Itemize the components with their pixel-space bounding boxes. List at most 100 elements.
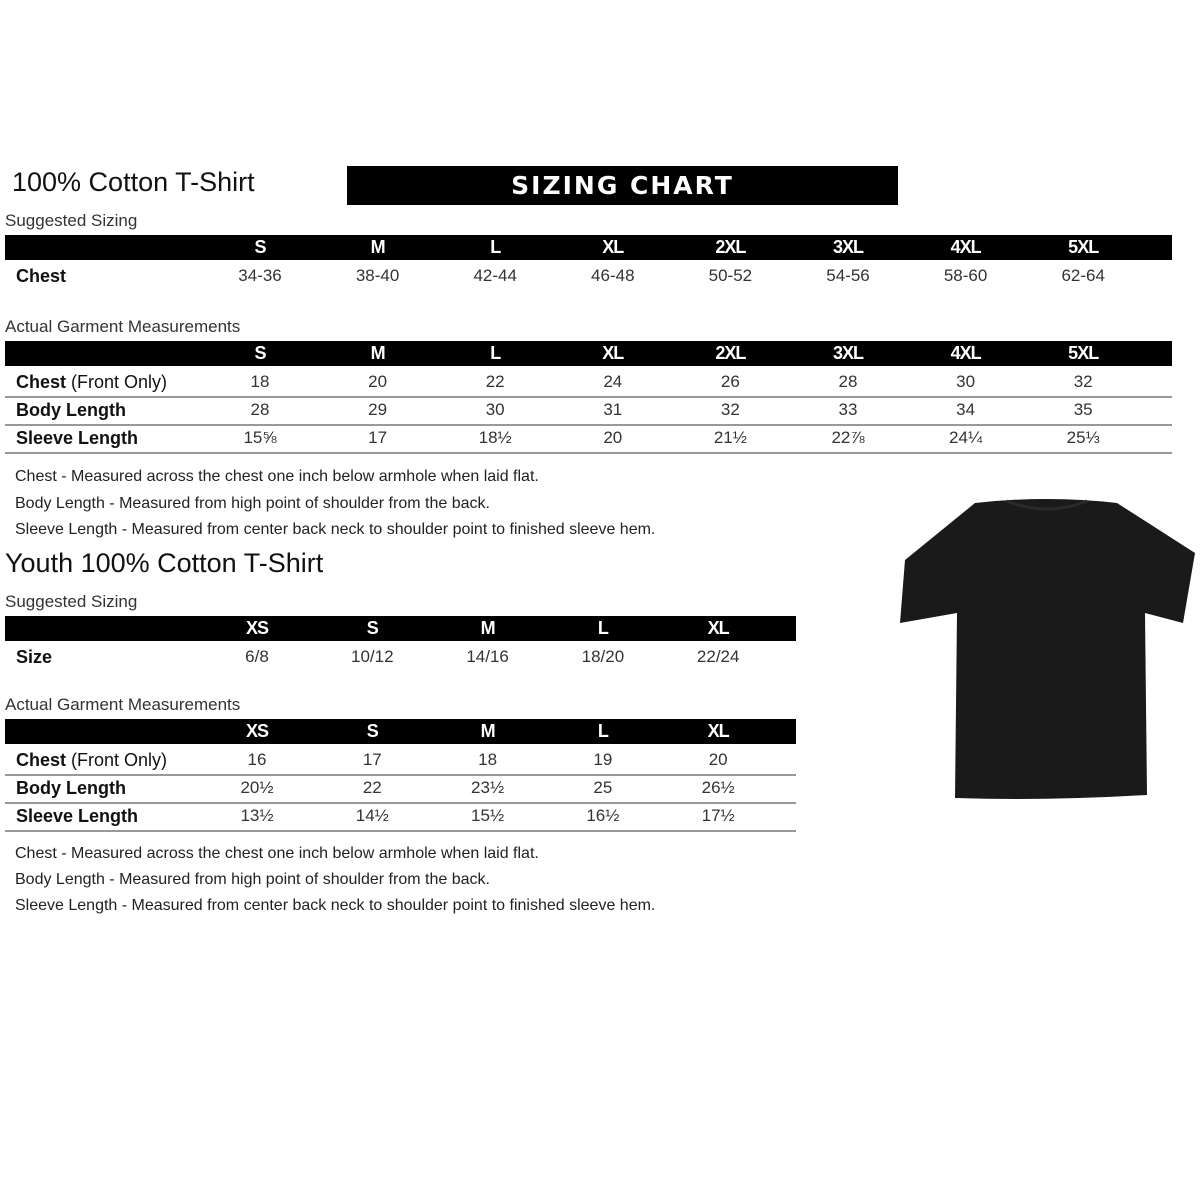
- table-cell: 28: [250, 400, 270, 419]
- table-row: Sleeve Length 13½ 14½ 15½ 16½ 17½: [5, 802, 796, 832]
- table-cell: 18: [478, 750, 498, 769]
- row-label-text: Chest: [16, 750, 67, 770]
- size-header-4xl: 4XL: [950, 237, 982, 257]
- youth-title: Youth 100% Cotton T-Shirt: [5, 548, 324, 578]
- size-header-bar: S M L XL 2XL 3XL 4XL 5XL: [5, 235, 1172, 260]
- table-row: Chest (Front Only) 18 20 22 24 26 28 30 32: [5, 368, 1172, 398]
- youth-note-chest: Chest - Measured across the chest one in…: [15, 845, 539, 862]
- row-label: Sleeve Length: [16, 424, 138, 452]
- table-cell: 24: [603, 372, 623, 391]
- table-row: Size 6/8 10/12 14/16 18/20 22/24: [5, 643, 796, 671]
- table-cell: 33: [838, 400, 858, 419]
- size-header-l: L: [597, 618, 609, 638]
- table-cell: 25⅓: [1066, 428, 1100, 447]
- table-cell: 6/8: [245, 647, 269, 666]
- size-header-bar: XS S M L XL: [5, 616, 796, 641]
- table-cell: 20½: [240, 778, 274, 797]
- table-cell: 17: [368, 428, 388, 447]
- adult-suggested-label: Suggested Sizing: [5, 211, 138, 230]
- size-header-l: L: [597, 721, 609, 741]
- row-label-text: Body Length: [16, 778, 126, 798]
- tshirt-image: [900, 499, 1195, 799]
- row-label: Body Length: [16, 396, 126, 424]
- table-cell: 23½: [471, 778, 505, 797]
- row-label: Body Length: [16, 774, 126, 802]
- table-cell: 14½: [355, 806, 389, 825]
- adult-note-sleeve: Sleeve Length - Measured from center bac…: [15, 521, 656, 538]
- table-cell: 32: [1073, 372, 1093, 391]
- size-header-xl: XL: [602, 343, 624, 363]
- youth-suggested-label: Suggested Sizing: [5, 592, 138, 611]
- table-cell: 42-44: [473, 266, 517, 285]
- row-label: Sleeve Length: [16, 802, 138, 830]
- table-cell: 32: [720, 400, 740, 419]
- size-header-m: M: [370, 343, 386, 363]
- table-cell: 30: [485, 400, 505, 419]
- table-row: Body Length 28 29 30 31 32 33 34 35: [5, 396, 1172, 426]
- size-header-s: S: [254, 237, 266, 257]
- row-label-suffix: (Front Only): [66, 372, 168, 392]
- table-cell: 15½: [471, 806, 505, 825]
- size-header-2xl: 2XL: [715, 237, 746, 257]
- size-header-l: L: [490, 237, 501, 257]
- size-header-5xl: 5XL: [1068, 343, 1099, 363]
- table-cell: 35: [1073, 400, 1093, 419]
- table-cell: 16: [247, 750, 267, 769]
- table-cell: 62-64: [1061, 266, 1105, 285]
- table-cell: 46-48: [591, 266, 635, 285]
- size-header-3xl: 3XL: [832, 343, 864, 363]
- table-cell: 10/12: [351, 647, 394, 666]
- row-label-suffix: (Front Only): [66, 750, 168, 770]
- table-cell: 38-40: [355, 266, 400, 285]
- table-cell: 25: [593, 778, 613, 797]
- table-cell: 18: [250, 372, 270, 391]
- table-cell: 22: [485, 372, 505, 391]
- size-header-m: M: [480, 721, 496, 741]
- table-cell: 29: [368, 400, 388, 419]
- table-cell: 18/20: [581, 647, 625, 666]
- size-header-xl: XL: [707, 618, 730, 638]
- table-row: Sleeve Length 15⅝ 17 18½ 20 21½ 22⅞ 24¼ 25⅓: [5, 424, 1172, 454]
- youth-note-body: Body Length - Measured from high point o…: [15, 871, 490, 888]
- row-label: Chest: [16, 262, 66, 290]
- adult-title: 100% Cotton T-Shirt: [12, 167, 255, 197]
- size-header-s: S: [254, 343, 266, 363]
- row-label-text: Body Length: [16, 400, 126, 420]
- row-label: Chest (Front Only): [16, 746, 167, 774]
- table-cell: 34: [956, 400, 976, 419]
- table-cell: 20: [368, 372, 388, 391]
- sizing-chart-banner: SIZING CHART: [347, 166, 898, 205]
- size-header-4xl: 4XL: [950, 343, 982, 363]
- size-header-xs: XS: [245, 618, 269, 638]
- table-cell: 20: [603, 428, 623, 447]
- size-header-3xl: 3XL: [832, 237, 864, 257]
- table-cell: 24¼: [949, 428, 983, 447]
- size-header-xl: XL: [707, 721, 730, 741]
- row-label-text: Sleeve Length: [16, 806, 139, 826]
- youth-actual-label: Actual Garment Measurements: [5, 695, 241, 714]
- table-cell: 26: [720, 372, 740, 391]
- size-header-bar: S M L XL 2XL 3XL 4XL 5XL: [5, 341, 1172, 366]
- table-cell: 22⅞: [831, 428, 865, 447]
- table-cell: 21½: [713, 428, 747, 447]
- table-cell: 15⅝: [243, 428, 277, 447]
- row-label-text: Chest: [16, 266, 67, 286]
- table-cell: 17: [362, 750, 382, 769]
- row-label-text: Chest: [16, 372, 67, 392]
- row-label-text: Sleeve Length: [16, 428, 139, 448]
- size-header-xs: XS: [245, 721, 269, 741]
- table-row: Chest 34-36 38-40 42-44 46-48 50-52 54-56 58-60…: [5, 262, 1172, 290]
- row-label: Chest (Front Only): [16, 368, 167, 396]
- table-cell: 26½: [701, 778, 735, 797]
- size-header-m: M: [370, 237, 386, 257]
- size-header-bar: XS S M L XL: [5, 719, 796, 744]
- table-cell: 14/16: [466, 647, 509, 666]
- adult-actual-label: Actual Garment Measurements: [5, 317, 241, 336]
- table-cell: 28: [838, 372, 858, 391]
- table-cell: 18½: [478, 428, 512, 447]
- size-header-s: S: [366, 721, 379, 741]
- table-cell: 54-56: [826, 266, 870, 285]
- table-cell: 58-60: [943, 266, 988, 285]
- table-cell: 20: [708, 750, 728, 769]
- size-header-s: S: [366, 618, 379, 638]
